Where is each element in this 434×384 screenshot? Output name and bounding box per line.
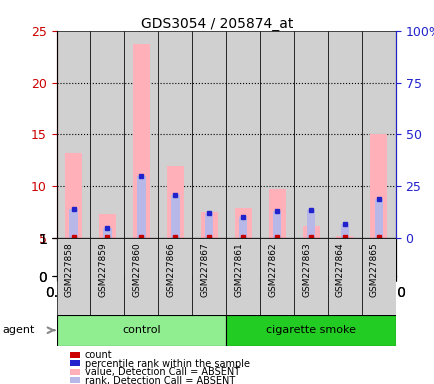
- Bar: [90, 31, 124, 238]
- Bar: [124, 238, 158, 315]
- Bar: [238, 217, 247, 238]
- Bar: [234, 208, 251, 238]
- Bar: [226, 31, 260, 238]
- Text: GSM227866: GSM227866: [166, 242, 175, 297]
- Text: control: control: [122, 325, 160, 335]
- Text: cigarette smoke: cigarette smoke: [266, 325, 355, 335]
- Text: GSM227863: GSM227863: [301, 242, 310, 297]
- Bar: [56, 238, 90, 315]
- Bar: [90, 238, 124, 315]
- Bar: [226, 238, 260, 315]
- Text: GDS3054 / 205874_at: GDS3054 / 205874_at: [141, 17, 293, 31]
- Bar: [268, 189, 285, 238]
- Bar: [158, 238, 192, 315]
- Bar: [272, 211, 281, 238]
- Bar: [192, 238, 226, 315]
- Bar: [327, 31, 361, 238]
- Bar: [103, 228, 112, 238]
- Bar: [204, 213, 213, 238]
- Bar: [65, 153, 82, 238]
- Text: GSM227858: GSM227858: [64, 242, 73, 297]
- Bar: [361, 31, 395, 238]
- Bar: [192, 31, 226, 238]
- Text: value, Detection Call = ABSENT: value, Detection Call = ABSENT: [85, 367, 240, 377]
- Bar: [293, 31, 327, 238]
- Bar: [327, 238, 361, 315]
- Bar: [370, 134, 387, 238]
- Bar: [99, 214, 116, 238]
- Text: percentile rank within the sample: percentile rank within the sample: [85, 359, 249, 369]
- Text: rank, Detection Call = ABSENT: rank, Detection Call = ABSENT: [85, 376, 234, 384]
- Bar: [69, 209, 78, 238]
- Bar: [361, 238, 395, 315]
- Text: GSM227862: GSM227862: [267, 242, 276, 296]
- Text: agent: agent: [2, 325, 34, 335]
- Text: GSM227865: GSM227865: [369, 242, 378, 297]
- Text: count: count: [85, 350, 112, 360]
- Bar: [171, 195, 179, 238]
- Bar: [167, 166, 184, 238]
- Bar: [56, 31, 90, 238]
- Text: GSM227864: GSM227864: [335, 242, 344, 296]
- Bar: [226, 315, 395, 346]
- Text: GSM227861: GSM227861: [233, 242, 243, 297]
- Bar: [340, 223, 349, 238]
- Bar: [137, 176, 145, 238]
- Bar: [124, 31, 158, 238]
- Bar: [293, 238, 327, 315]
- Text: GSM227867: GSM227867: [200, 242, 209, 297]
- Bar: [336, 236, 352, 238]
- Bar: [56, 315, 226, 346]
- Bar: [306, 210, 315, 238]
- Bar: [374, 199, 382, 238]
- Bar: [302, 226, 319, 238]
- Text: GSM227860: GSM227860: [132, 242, 141, 297]
- Bar: [158, 31, 192, 238]
- Bar: [260, 31, 293, 238]
- Bar: [260, 238, 293, 315]
- Bar: [201, 212, 217, 238]
- Text: GSM227859: GSM227859: [98, 242, 107, 297]
- Bar: [133, 44, 149, 238]
